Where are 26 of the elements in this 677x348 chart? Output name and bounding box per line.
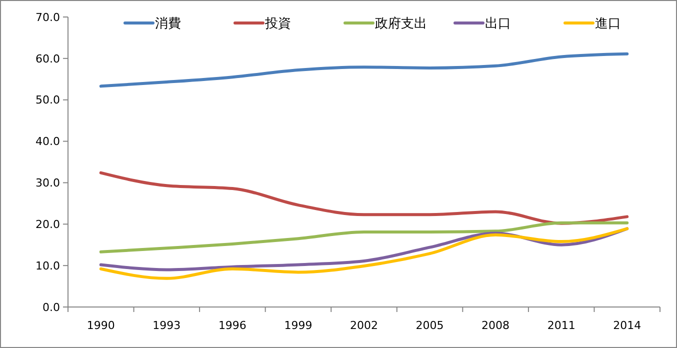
x-tick-label: 2014 [613, 319, 642, 332]
x-tick-label: 1990 [86, 319, 115, 332]
y-tick-label: 10.0 [36, 259, 60, 272]
x-tick-label: 1999 [284, 319, 312, 332]
y-tick-label: 70.0 [36, 10, 60, 24]
legend-label: 進口 [595, 16, 621, 32]
y-tick-label: 50.0 [36, 94, 60, 107]
legend-label: 政府支出 [375, 16, 427, 32]
x-tick-label: 2002 [350, 319, 378, 332]
x-tick-label: 2005 [416, 319, 444, 332]
y-tick-label: 20.0 [36, 218, 60, 231]
x-tick-label: 1993 [152, 319, 181, 332]
y-tick-label: 30.0 [36, 176, 60, 190]
x-tick-label: 1996 [218, 319, 246, 332]
y-tick-label: 60.0 [36, 52, 60, 66]
legend-label: 出口 [485, 16, 511, 32]
line-series [99, 52, 629, 88]
legend-label: 消費 [155, 16, 181, 32]
line-series [99, 171, 629, 225]
y-tick-label: 0.0 [42, 300, 60, 314]
x-tick-label: 2008 [482, 319, 510, 332]
line-series [99, 227, 629, 280]
legend-label: 投資 [264, 16, 291, 32]
line-series [99, 221, 629, 254]
x-tick-label: 2011 [547, 319, 576, 332]
y-tick-label: 40.0 [36, 135, 60, 148]
